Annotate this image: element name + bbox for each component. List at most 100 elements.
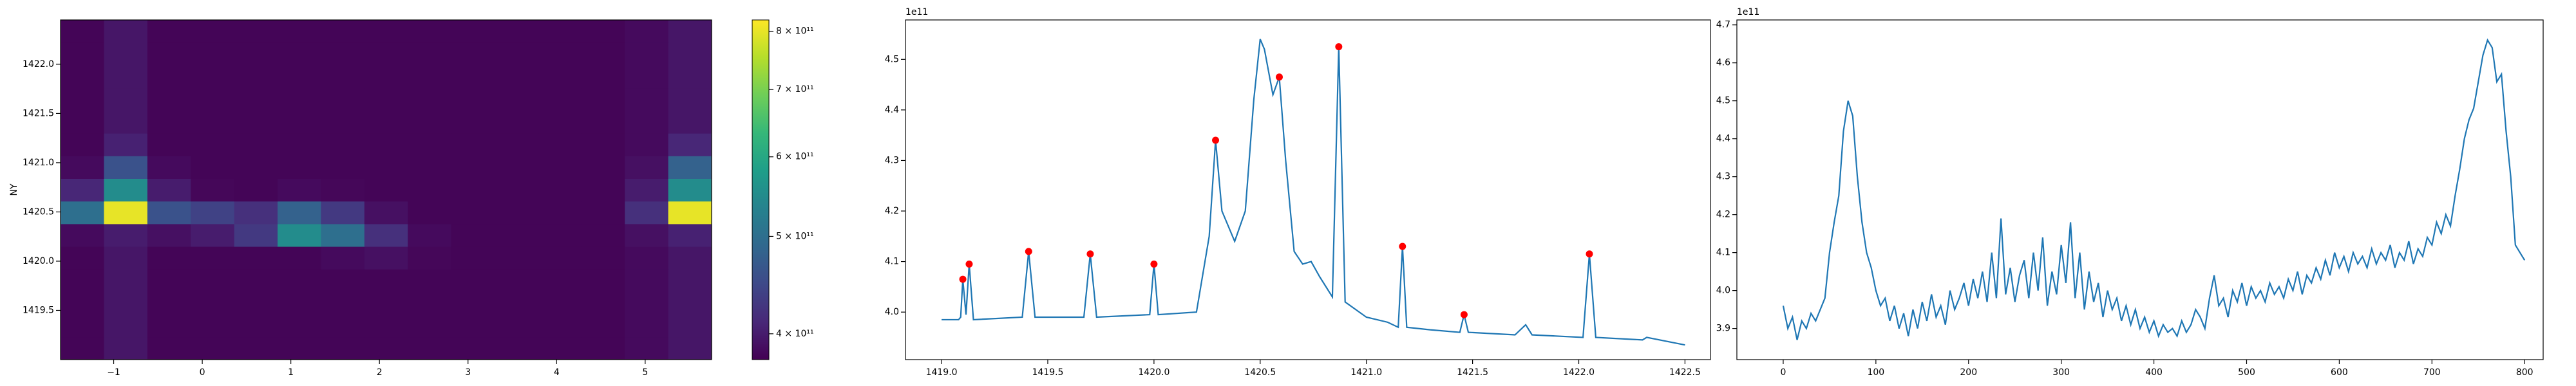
heatmap-cell (191, 133, 235, 156)
heatmap-cell (321, 133, 365, 156)
heatmap-cell (495, 269, 538, 292)
heatmap-cell (668, 201, 712, 225)
heatmap-cell (451, 20, 495, 43)
heatmap-cell (278, 42, 321, 66)
heatmap-cell (61, 87, 104, 111)
heatmap-cell (278, 223, 321, 247)
heatmap-cell (408, 178, 452, 202)
heatmap-cell (451, 42, 495, 66)
heatmap-cell (104, 133, 148, 156)
heatmap-cell (147, 178, 191, 202)
heatmap-cell (581, 178, 625, 202)
x-tick-label: 300 (2052, 367, 2070, 378)
heatmap-cell (234, 156, 278, 179)
heatmap-cell (495, 201, 538, 225)
axes-frame (60, 19, 712, 360)
x-tick-label: 0 (1780, 367, 1786, 378)
heatmap-cell (364, 87, 408, 111)
heatmap-cell (451, 269, 495, 292)
heatmap-cell (408, 223, 452, 247)
heatmap-cell (61, 20, 104, 43)
y-axis-label: NY (9, 183, 19, 196)
heatmap-cell (668, 178, 712, 202)
x-tick-label: 600 (2331, 367, 2348, 378)
heatmap-cell (451, 201, 495, 225)
heatmap-cell (495, 291, 538, 315)
heatmap-cell (408, 87, 452, 111)
peak-marker (1150, 261, 1158, 268)
x-tick-label: 1421.0 (1350, 367, 1382, 378)
heatmap-cell (581, 110, 625, 134)
heatmap-cell (191, 223, 235, 247)
heatmap-cell (668, 65, 712, 89)
x-tick-label: 400 (2145, 367, 2163, 378)
heatmap-cell (321, 65, 365, 89)
heatmap-cell (191, 87, 235, 111)
colorbar-tick-label: 7 × 10¹¹ (776, 84, 814, 95)
heatmap-cell (147, 223, 191, 247)
heatmap-cell (625, 20, 669, 43)
heatmap-cell (364, 291, 408, 315)
heatmap-cell (451, 314, 495, 338)
heatmap-cell (147, 133, 191, 156)
x-tick-label: −1 (107, 367, 120, 378)
heatmap-cell (451, 336, 495, 360)
colorbar-tick-label: 6 × 10¹¹ (776, 152, 814, 162)
heatmap-cell (104, 269, 148, 292)
heatmap-cell (668, 110, 712, 134)
heatmap-cell (191, 178, 235, 202)
colorbar (752, 19, 770, 360)
heatmap-cell (495, 156, 538, 179)
heatmap-cell (451, 156, 495, 179)
heatmap-cell (321, 201, 365, 225)
heatmap-cell (581, 246, 625, 270)
heatmap-cell (61, 201, 104, 225)
plot-area (1782, 38, 2526, 340)
y-tick-label: 1419.5 (23, 305, 54, 315)
heatmap-cell (408, 336, 452, 360)
heatmap-cell (321, 42, 365, 66)
heatmap-cell (61, 110, 104, 134)
x-tick-label: 500 (2238, 367, 2255, 378)
heatmap-cell (191, 291, 235, 315)
heatmap-cell (104, 110, 148, 134)
heatmap-cell (625, 314, 669, 338)
heatmap-cell (278, 269, 321, 292)
plot-area (61, 20, 712, 360)
heatmap-cell (278, 20, 321, 43)
heatmap-cell (321, 156, 365, 179)
heatmap-cell (321, 178, 365, 202)
heatmap-cell (61, 133, 104, 156)
heatmap-cell (147, 156, 191, 179)
heatmap-cell (538, 42, 582, 66)
heatmap-cell (625, 178, 669, 202)
heatmap-cell (321, 110, 365, 134)
peak-marker (959, 275, 967, 283)
heatmap-cell (495, 87, 538, 111)
heatmap-cell (61, 65, 104, 89)
heatmap-cell (191, 156, 235, 179)
heatmap-cell (234, 133, 278, 156)
heatmap-cell (538, 178, 582, 202)
y-tick-label: 1422.0 (23, 59, 54, 69)
heatmap-cell (408, 42, 452, 66)
heatmap-cell (234, 20, 278, 43)
heatmap-cell (104, 87, 148, 111)
y-tick-label: 4.0 (885, 307, 899, 317)
heatmap-cell (147, 20, 191, 43)
heatmap-cell (625, 87, 669, 111)
peak-marker (1399, 243, 1406, 250)
peak-marker (965, 261, 973, 268)
heatmap-cell (538, 133, 582, 156)
heatmap-cell (408, 291, 452, 315)
heatmap-cell (147, 110, 191, 134)
heatmap-cell (278, 246, 321, 270)
x-tick-label: 1419.5 (1032, 367, 1063, 378)
heatmap-cell (191, 336, 235, 360)
heatmap-cell (234, 178, 278, 202)
heatmap-cell (104, 314, 148, 338)
heatmap-cell (61, 314, 104, 338)
peak-marker (1275, 73, 1283, 81)
line (1782, 38, 2526, 340)
